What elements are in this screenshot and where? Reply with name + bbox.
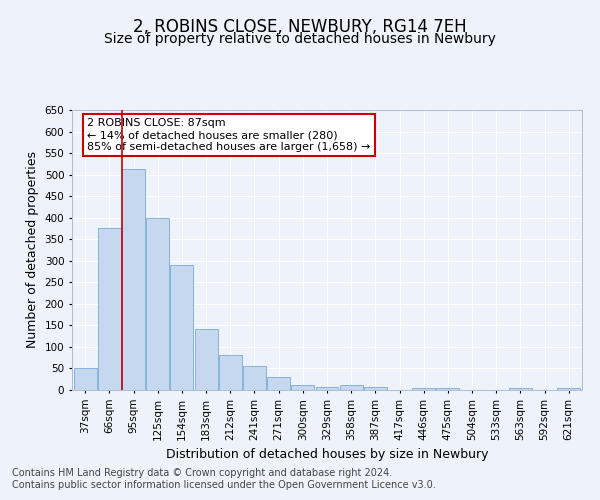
Bar [340,386,362,390]
Text: Contains HM Land Registry data © Crown copyright and database right 2024.: Contains HM Land Registry data © Crown c… [12,468,392,477]
Bar [170,264,193,390]
Text: 2 ROBINS CLOSE: 87sqm
← 14% of detached houses are smaller (280)
85% of semi-det: 2 ROBINS CLOSE: 87sqm ← 14% of detached … [88,118,371,152]
Text: 2, ROBINS CLOSE, NEWBURY, RG14 7EH: 2, ROBINS CLOSE, NEWBURY, RG14 7EH [133,18,467,36]
Bar [412,388,435,390]
Bar [74,368,97,390]
Bar [557,388,580,390]
Text: Size of property relative to detached houses in Newbury: Size of property relative to detached ho… [104,32,496,46]
Bar [146,218,169,390]
X-axis label: Distribution of detached houses by size in Newbury: Distribution of detached houses by size … [166,448,488,461]
Bar [98,228,121,390]
Bar [436,388,460,390]
Bar [292,386,314,390]
Y-axis label: Number of detached properties: Number of detached properties [26,152,39,348]
Bar [267,377,290,390]
Bar [122,170,145,390]
Bar [364,386,387,390]
Bar [194,329,218,390]
Bar [219,354,242,390]
Bar [316,386,338,390]
Bar [243,366,266,390]
Text: Contains public sector information licensed under the Open Government Licence v3: Contains public sector information licen… [12,480,436,490]
Bar [509,388,532,390]
